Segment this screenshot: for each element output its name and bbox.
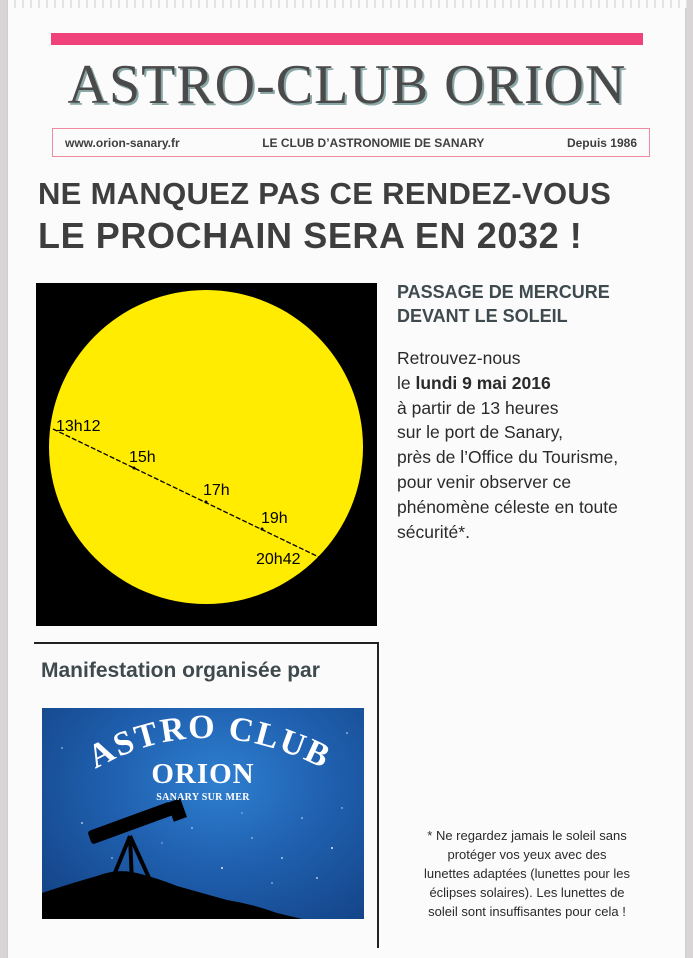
details-line-3: à partir de 13 heures — [397, 397, 559, 418]
note-line-5: soleil sont insuffisantes pour cela ! — [428, 904, 626, 919]
safety-note: * Ne regardez jamais le soleil sans prot… — [392, 826, 662, 921]
organizer-title: Manifestation organisée par — [41, 659, 320, 682]
masthead-title: ASTRO-CLUB ORION — [67, 54, 627, 116]
headline-line-2: LE PROCHAIN SERA EN 2032 ! — [38, 215, 583, 256]
transit-svg: 13h12 15h 17h 19h 20h42 — [49, 290, 363, 604]
details-line-4: sur le port de Sanary, — [397, 422, 564, 443]
event-details: Retrouvez-nous le lundi 9 mai 2016 à par… — [397, 346, 667, 544]
event-title: PASSAGE DE MERCURE DEVANT LE SOLEIL — [397, 280, 667, 328]
tagline-bar: www.orion-sanary.fr LE CLUB D’ASTRONOMIE… — [52, 128, 650, 157]
event-date: lundi 9 mai 2016 — [415, 372, 551, 393]
note-line-1: * Ne regardez jamais le soleil sans — [427, 828, 627, 843]
details-line-1: Retrouvez-nous — [397, 348, 521, 368]
path-dot-19h — [260, 527, 264, 531]
perforated-edge — [8, 0, 687, 8]
mercury-path — [52, 428, 324, 560]
details-line-2: le lundi 9 mai 2016 — [397, 371, 667, 396]
label-15h: 15h — [129, 449, 156, 466]
label-17h: 17h — [203, 482, 230, 499]
note-line-4: éclipses solaires). Les lunettes de — [429, 885, 625, 900]
label-end-time: 20h42 — [256, 551, 301, 568]
telescope-silhouette — [88, 798, 187, 884]
mercury-transit-diagram: 13h12 15h 17h 19h 20h42 — [36, 283, 377, 626]
sun-disc — [49, 290, 363, 604]
path-dot-17h — [204, 500, 208, 504]
note-line-3: lunettes adaptées (lunettes pour les — [424, 866, 630, 881]
event-title-line-2: DEVANT LE SOLEIL — [397, 306, 568, 326]
logo-artwork: ASTRO CLUB — [42, 709, 348, 919]
details-line-6: pour venir observer ce — [397, 471, 572, 492]
details-line-5: près de l’Office du Tourisme, — [397, 447, 619, 468]
website-link[interactable]: www.orion-sanary.fr — [65, 135, 180, 150]
accent-bar — [51, 33, 643, 45]
details-line-7: phénomène céleste en toute — [397, 496, 618, 517]
event-title-line-1: PASSAGE DE MERCURE — [397, 282, 610, 302]
headline-line-1: NE MANQUEZ PAS CE RENDEZ-VOUS — [38, 176, 612, 211]
club-logo: ASTRO CLUB ORION SANARY SUR MER — [42, 708, 364, 919]
date-prefix: le — [397, 372, 416, 393]
path-dot-15h — [132, 466, 136, 470]
logo-name: ORION — [151, 758, 255, 790]
stars — [61, 732, 348, 884]
since-label: Depuis 1986 — [566, 135, 637, 150]
club-tagline: LE CLUB D’ASTRONOMIE DE SANARY — [262, 135, 485, 150]
note-line-2: protéger vos yeux avec des — [447, 847, 607, 862]
hill-silhouette — [42, 871, 302, 919]
poster-page: ASTRO-CLUB ORION www.orion-sanary.fr LE … — [7, 0, 687, 958]
label-start-time: 13h12 — [56, 418, 101, 435]
organizer-frame-right — [377, 642, 379, 948]
organizer-frame-top — [34, 642, 379, 644]
details-line-8: sécurité*. — [397, 521, 470, 542]
logo-location: SANARY SUR MER — [156, 792, 250, 803]
label-19h: 19h — [261, 510, 288, 527]
